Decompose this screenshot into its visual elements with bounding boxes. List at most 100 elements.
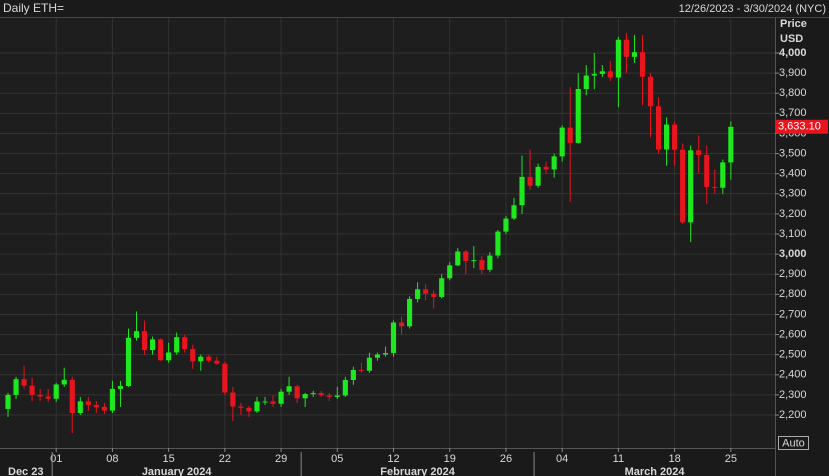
candle-body [278,391,284,404]
candle-body [455,251,461,266]
candle-body [712,186,718,188]
candle-body [238,406,244,408]
candle-body [158,339,164,361]
candle-body [13,379,19,395]
y-tick-label: 2,200 [779,409,807,421]
last-price-box [776,119,828,134]
x-tick-label: 01 [50,453,62,465]
y-tick-label: 2,400 [779,369,807,381]
candle-body [398,322,405,327]
candle-body [141,331,148,351]
candle-body [37,394,43,397]
candle-body [567,127,573,143]
candle-body [286,386,292,392]
candle-body [326,395,332,397]
candle-body [109,388,115,411]
candle-body [318,393,324,396]
candle-body [214,360,220,364]
candle-body [591,73,597,76]
candle-body [720,162,726,188]
x-tick-label: 18 [668,453,680,465]
candle-body [230,392,236,407]
y-tick-label: 3,000 [779,248,807,260]
candle-body [390,322,397,354]
x-tick-label: 25 [725,453,737,465]
candle-body [85,401,91,405]
candle-body [198,356,204,362]
candle-body [21,379,27,386]
candle-body [463,251,469,261]
candle-body [599,71,605,74]
candle-body [133,331,140,338]
candle-body [495,231,501,256]
y-tick-label: 2,600 [779,328,807,340]
x-tick-label: 11 [613,453,624,465]
month-label: February 2024 [380,466,455,476]
candle-body [182,337,188,350]
candle-body [575,88,581,143]
candle-body [655,106,662,150]
candle-body [680,149,686,223]
candle-body [431,293,437,297]
candle-body [647,76,654,107]
candle-body [519,176,525,206]
candle-body [77,401,83,414]
candle-body [5,394,11,409]
candle-body [206,356,212,361]
candle-body [439,278,445,297]
candle-body [696,150,702,155]
candle-body [503,218,509,232]
candle-body [615,39,621,78]
month-label: March 2024 [625,466,686,476]
y-tick-label: 3,300 [779,188,807,200]
x-tick-label: 05 [331,453,343,465]
y-tick-label: 4,000 [779,47,807,59]
auto-button-label[interactable]: Auto [782,437,805,449]
candle-body [511,205,517,219]
auto-button[interactable]: Auto [778,436,809,450]
candle-body [479,260,485,270]
candle-body [150,339,156,351]
candle-body [487,255,493,270]
last-price-label: 3,633.10 [778,121,821,133]
y-tick-label: 3,100 [779,228,807,240]
candle-body [262,401,268,403]
candle-body [190,349,196,362]
candle-body [535,166,541,186]
candle-body [471,260,477,262]
auto-button-frame[interactable] [778,436,809,450]
x-tick-label: 22 [219,453,231,465]
candle-body [270,401,276,404]
y-tick-label: 2,900 [779,268,807,280]
candle-body [623,39,629,57]
candle-body [302,394,308,399]
y-tick-label: 3,400 [779,168,807,180]
x-tick-label: 29 [275,453,287,465]
x-tick-label: 19 [444,453,456,465]
candle-body [672,124,678,150]
x-tick-label: 08 [106,453,118,465]
candle-body [45,396,51,399]
currency-label: USD [780,33,803,45]
candle-body [93,404,99,407]
candle-body [423,289,429,294]
candle-body [415,289,421,299]
month-label: January 2024 [142,466,213,476]
candle-body [688,150,694,223]
candle-body [29,385,35,395]
y-axis-label: Price [780,18,807,30]
candle-body [631,52,638,57]
candle-body [704,154,710,187]
candle-body [334,395,340,397]
candle-body [222,363,228,393]
y-tick-label: 2,800 [779,288,807,300]
y-tick-label: 2,500 [779,349,807,361]
candle-body [447,265,453,279]
candle-body [53,384,59,399]
candle-body [728,126,734,163]
candle-body [101,406,107,411]
candle-body [382,353,389,355]
candle-body [639,52,646,77]
